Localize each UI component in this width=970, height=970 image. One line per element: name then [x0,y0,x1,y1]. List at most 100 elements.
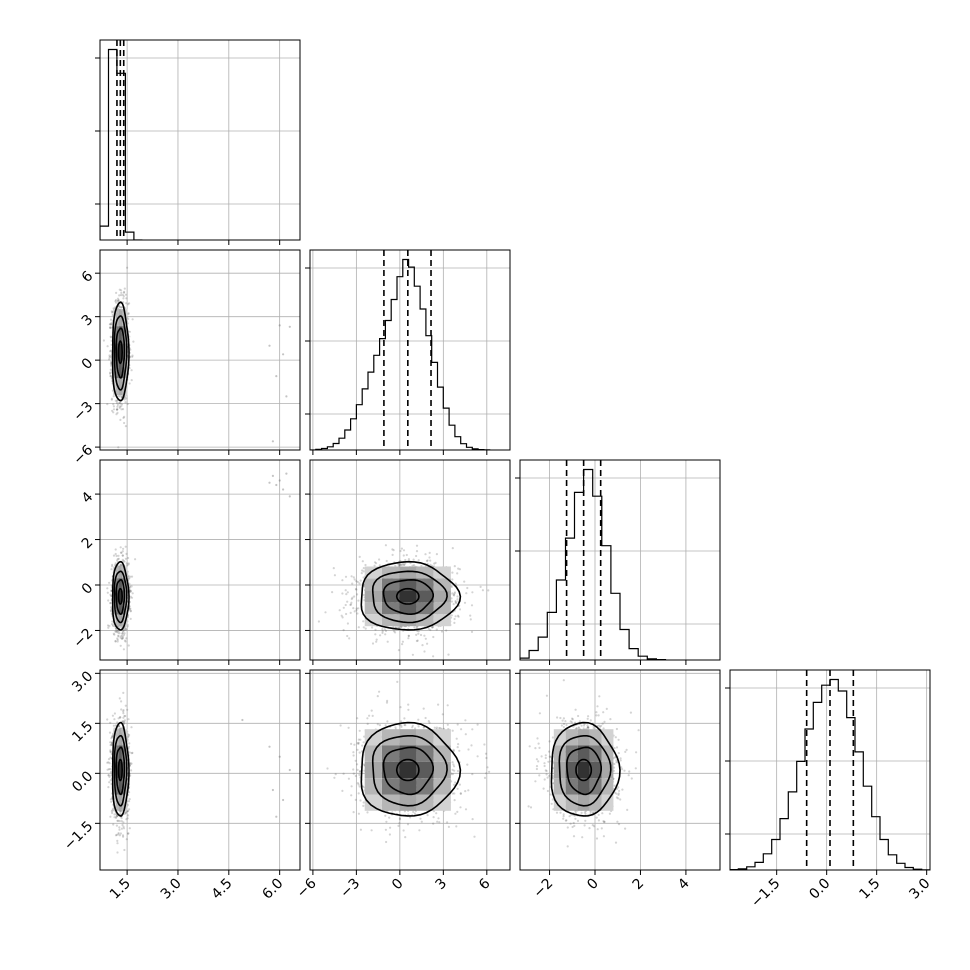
sample-point [128,827,131,830]
sample-point [112,408,116,411]
sample-point [117,554,120,557]
sample-point [125,628,128,631]
sample-point [463,580,466,583]
sample-point [123,415,126,418]
sample-point [416,629,419,633]
outlier-point [278,324,281,327]
sample-point [424,637,427,640]
sample-point [111,620,114,623]
sample-point [121,634,124,637]
sample-point [342,629,345,632]
sample-point [463,601,467,604]
sample-point [458,608,462,611]
sample-point [115,824,118,827]
density-cell [116,343,119,361]
sample-point [109,601,112,605]
sample-point [346,634,349,638]
histogram-step-line [520,468,667,660]
sample-point [129,586,132,589]
sample-point [470,630,474,634]
histogram-panel-2 [515,459,721,665]
sample-point [110,360,113,363]
sample-point [450,585,453,589]
sample-point [120,708,123,711]
sample-point [116,408,119,411]
density-cell [118,602,122,615]
sample-point [383,628,386,631]
sample-point [401,640,404,643]
sample-point [401,643,404,646]
sample-point [456,614,460,617]
density-cell [399,614,417,627]
sample-point [125,838,128,841]
sample-point [362,620,365,623]
sample-point [115,301,118,304]
sample-point [415,626,418,629]
sample-point [118,305,121,308]
sample-point [411,653,414,656]
sample-point [411,564,414,567]
panel-frame [309,249,511,451]
sample-point [122,709,125,712]
sample-point [107,626,110,629]
sample-point [114,724,118,727]
sample-point [119,551,123,554]
panel-frame [99,459,301,661]
sample-point [127,644,130,647]
sample-point [110,623,114,626]
sample-point [349,603,353,606]
sample-point [117,299,120,302]
sample-point [397,626,400,629]
sample-point [121,632,124,635]
density-cell [121,566,125,579]
sample-point [108,326,112,329]
sample-point [344,603,347,607]
sample-point [455,602,458,605]
sample-point [124,704,127,707]
sample-point [356,593,359,596]
density-cell [382,614,400,627]
sample-point [125,637,128,640]
sample-point [361,569,364,572]
sample-point [108,775,111,779]
outlier-point [271,440,274,443]
sample-point [114,816,118,820]
outlier-point [288,325,291,328]
sample-point [415,544,419,547]
density-cell [364,566,382,579]
sample-point [127,317,130,320]
sample-point [434,561,437,565]
sample-point [423,650,426,653]
sample-point [127,312,130,315]
sample-point [129,595,132,598]
sample-point [115,630,118,634]
sample-point [394,564,397,568]
sample-point [454,582,457,585]
sample-point [344,575,348,578]
sample-point [127,832,130,835]
sample-point [107,761,110,764]
sample-point [116,403,119,406]
sample-point [349,611,352,615]
sample-point [432,635,435,639]
sample-point [125,562,128,565]
sample-point [117,395,120,398]
sample-point [397,564,400,567]
contour-core [117,340,124,365]
sample-point [117,446,120,449]
sample-point [403,563,406,566]
sample-point [415,639,418,643]
sample-point [122,635,125,638]
sample-point [114,399,117,402]
outlier-point [278,479,281,482]
sample-point [417,559,420,562]
sample-point [115,408,119,411]
sample-point [116,405,119,408]
sample-point [371,626,374,629]
sample-point [123,421,126,425]
density-cell [118,566,122,579]
sample-point [122,722,125,725]
sample-point [114,548,117,551]
sample-point [119,402,122,405]
sample-point [364,563,367,567]
